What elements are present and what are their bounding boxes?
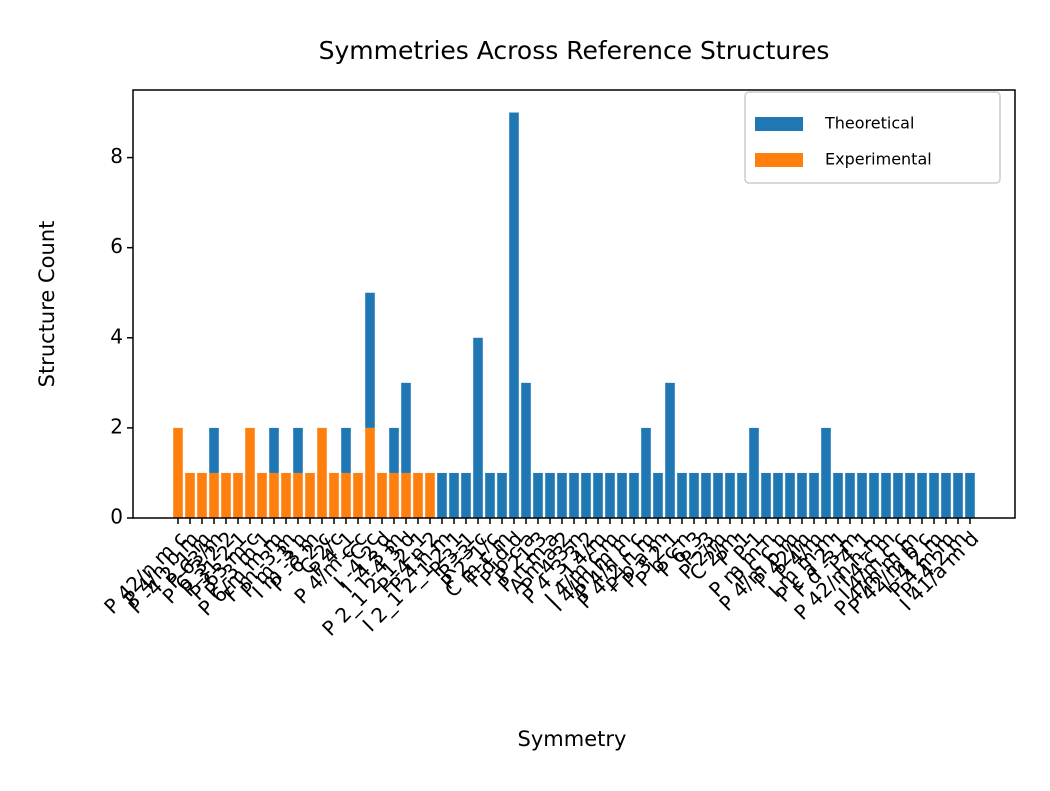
bar xyxy=(785,472,795,518)
bar xyxy=(701,472,711,518)
bar xyxy=(185,472,195,518)
bar xyxy=(557,472,567,518)
bar xyxy=(653,472,663,518)
y-tick-label: 4 xyxy=(110,324,123,348)
bar xyxy=(869,472,879,518)
bar xyxy=(689,472,699,518)
bar xyxy=(545,472,555,518)
bar xyxy=(473,337,483,518)
bar xyxy=(857,472,867,518)
bar xyxy=(269,472,279,518)
y-axis-label: Structure Count xyxy=(35,221,59,388)
bar xyxy=(257,472,267,518)
bar xyxy=(221,472,231,518)
bar xyxy=(833,472,843,518)
bar xyxy=(941,472,951,518)
bar xyxy=(917,472,927,518)
bar xyxy=(461,472,471,518)
bar xyxy=(485,472,495,518)
bar xyxy=(389,427,399,473)
bar xyxy=(737,472,747,518)
bar xyxy=(341,472,351,518)
bar xyxy=(893,472,903,518)
bar xyxy=(209,472,219,518)
x-axis-label: Symmetry xyxy=(518,727,627,751)
bar xyxy=(173,427,183,518)
bar xyxy=(365,292,375,428)
bar xyxy=(365,427,375,518)
bar xyxy=(773,472,783,518)
bar xyxy=(317,427,327,518)
bar xyxy=(809,472,819,518)
bar xyxy=(197,472,207,518)
bar xyxy=(725,472,735,518)
bar xyxy=(281,472,291,518)
bar xyxy=(761,472,771,518)
bar xyxy=(305,472,315,518)
bar xyxy=(821,427,831,518)
bar xyxy=(929,472,939,518)
bar xyxy=(677,472,687,518)
bar xyxy=(509,112,519,519)
bar xyxy=(413,472,423,518)
bar xyxy=(953,472,963,518)
plot-frame xyxy=(132,89,1016,519)
bar xyxy=(401,472,411,518)
legend-swatch xyxy=(755,117,803,131)
bar xyxy=(269,427,279,473)
bar xyxy=(713,472,723,518)
bar xyxy=(497,472,507,518)
bar xyxy=(341,427,351,473)
bar xyxy=(965,472,975,518)
bar xyxy=(905,472,915,518)
bar xyxy=(449,472,459,518)
legend-label: Experimental xyxy=(825,150,932,169)
bar xyxy=(245,427,255,518)
y-tick-label: 2 xyxy=(110,414,123,438)
bar xyxy=(425,472,435,518)
bar xyxy=(293,472,303,518)
bar xyxy=(233,472,243,518)
bar xyxy=(605,472,615,518)
legend-label: Theoretical xyxy=(824,114,914,133)
bar xyxy=(665,382,675,518)
bar xyxy=(353,472,363,518)
bar xyxy=(581,472,591,518)
y-tick-label: 0 xyxy=(110,505,123,529)
bar xyxy=(629,472,639,518)
bar xyxy=(533,472,543,518)
bar xyxy=(593,472,603,518)
legend-box xyxy=(744,91,1001,184)
bar xyxy=(521,382,531,518)
legend: Theoretical Experimental xyxy=(744,91,1001,184)
bar xyxy=(881,472,891,518)
bar xyxy=(401,382,411,473)
bar xyxy=(617,472,627,518)
legend-swatch xyxy=(755,153,803,167)
bar xyxy=(641,427,651,518)
bar xyxy=(329,472,339,518)
chart-title: Symmetries Across Reference Structures xyxy=(319,36,830,65)
bar xyxy=(389,472,399,518)
bar xyxy=(797,472,807,518)
bar xyxy=(569,472,579,518)
bar xyxy=(437,472,447,518)
y-tick-label: 6 xyxy=(110,234,123,258)
bar xyxy=(749,427,759,518)
bar xyxy=(377,472,387,518)
bar xyxy=(845,472,855,518)
bar xyxy=(293,427,303,473)
y-tick-label: 8 xyxy=(110,144,123,168)
bar xyxy=(209,427,219,473)
